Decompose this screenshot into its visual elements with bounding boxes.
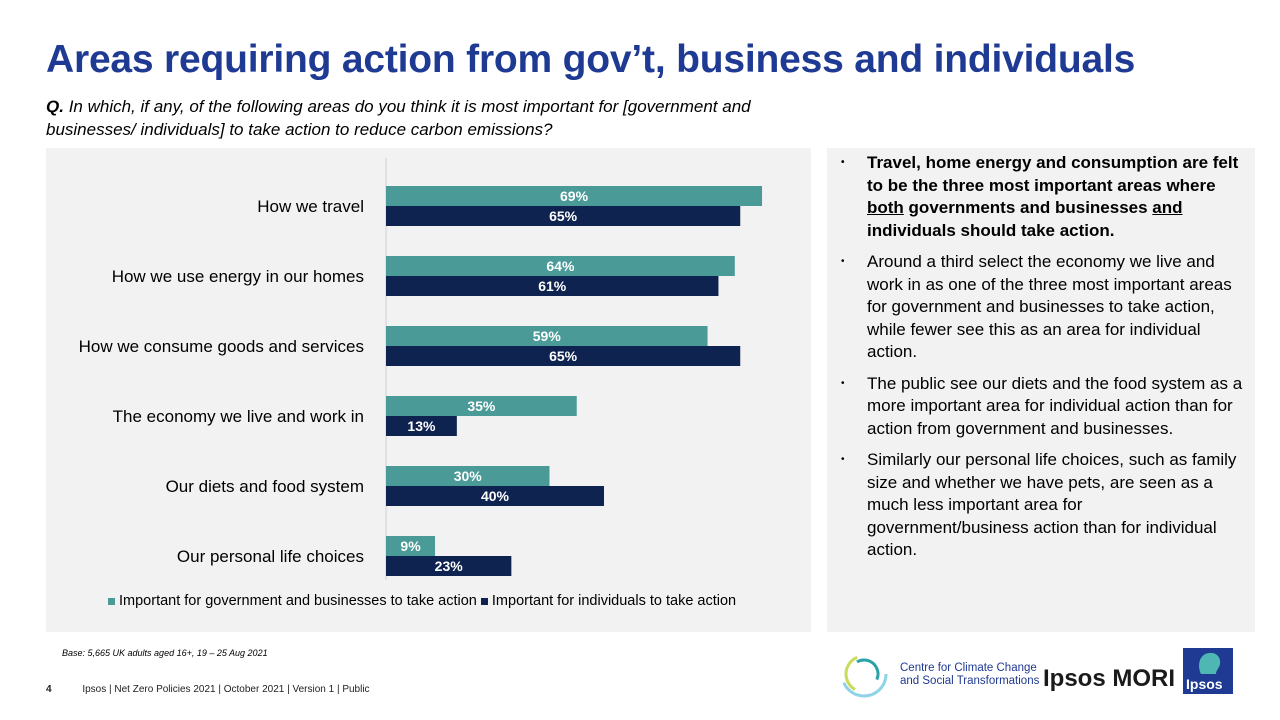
bar-individuals bbox=[386, 346, 741, 366]
bullet-marker: • bbox=[841, 454, 845, 465]
data-label: 64% bbox=[546, 258, 575, 274]
emphasis-text: and bbox=[1152, 198, 1183, 217]
question-text: In which, if any, of the following areas… bbox=[46, 97, 751, 139]
data-label: 9% bbox=[400, 538, 421, 554]
question-prefix: Q. bbox=[46, 97, 64, 116]
bullet-text: governments and businesses bbox=[903, 198, 1153, 217]
cast-circle-icon bbox=[840, 650, 888, 698]
chart-legend: Important for government and businesses … bbox=[108, 593, 736, 609]
cast-logo: Centre for Climate Change and Social Tra… bbox=[838, 648, 1039, 700]
bullet-b1: • Travel, home energy and consumption are… bbox=[839, 152, 1244, 242]
footer: 4 Ipsos | Net Zero Policies 2021 | Octob… bbox=[46, 684, 370, 695]
commentary-bullets: • Travel, home energy and consumption are… bbox=[839, 152, 1244, 571]
chart-panel: How we travel 69% 65% How we use energy in … bbox=[46, 148, 811, 632]
legend-swatch-government bbox=[108, 597, 115, 605]
legend-item-individuals: Important for individuals to take action bbox=[480, 593, 737, 609]
ipsos-logo-text: Ipsos bbox=[1186, 676, 1223, 692]
legend-item-government: Important for government and businesses … bbox=[108, 593, 477, 609]
bar-government bbox=[386, 536, 436, 556]
bullet-b3: • The public see our diets and the food s… bbox=[839, 373, 1244, 441]
base-note: Base: 5,665 UK adults aged 16+, 19 – 25 … bbox=[62, 648, 268, 658]
bullet-text: Travel, home energy and consumption are … bbox=[867, 153, 1239, 195]
legend-label-individuals: Important for individuals to take action bbox=[491, 593, 737, 609]
legend-label-government: Important for government and businesses … bbox=[119, 593, 477, 609]
data-label: 40% bbox=[481, 488, 510, 504]
data-label: 35% bbox=[467, 398, 496, 414]
bar-government bbox=[386, 186, 763, 206]
ipsos-head-icon bbox=[1199, 652, 1221, 674]
footer-text: Ipsos | Net Zero Policies 2021 | October… bbox=[82, 684, 370, 695]
cast-logo-line1: Centre for Climate Change bbox=[900, 662, 1037, 674]
data-label: 13% bbox=[407, 418, 436, 434]
slide-title: Areas requiring action from gov’t, busin… bbox=[46, 38, 1136, 81]
data-label: 59% bbox=[533, 328, 562, 344]
data-label: 23% bbox=[435, 558, 464, 574]
data-label: 30% bbox=[454, 468, 483, 484]
bar-government bbox=[386, 326, 708, 346]
page-number: 4 bbox=[46, 684, 52, 695]
survey-question: Q. In which, if any, of the following ar… bbox=[46, 95, 826, 141]
category-label: Our personal life choices bbox=[177, 547, 364, 566]
bullet-text: Similarly our personal life choices, suc… bbox=[867, 450, 1237, 559]
data-label: 69% bbox=[560, 188, 589, 204]
bullet-marker: • bbox=[841, 256, 845, 267]
emphasis-text: both bbox=[867, 198, 904, 217]
category-label: The economy we live and work in bbox=[113, 407, 364, 426]
bullet-text: The public see our diets and the food sy… bbox=[867, 373, 1243, 438]
data-label: 65% bbox=[549, 208, 578, 224]
data-label: 61% bbox=[538, 278, 567, 294]
bar-individuals bbox=[386, 416, 457, 436]
bullet-marker: • bbox=[841, 377, 845, 389]
cast-logo-line2: and Social Transformations bbox=[900, 675, 1040, 687]
bar-government bbox=[386, 466, 550, 486]
bar-chart: How we travel 69% 65% How we use energy in … bbox=[79, 158, 763, 580]
bar-individuals bbox=[386, 206, 741, 226]
bullet-marker: • bbox=[841, 157, 845, 168]
bar-individuals bbox=[386, 276, 719, 296]
commentary-panel: • Travel, home energy and consumption are… bbox=[827, 148, 1255, 632]
bar-individuals bbox=[386, 486, 604, 506]
bar-government bbox=[386, 256, 735, 276]
category-label: How we travel bbox=[257, 197, 364, 216]
bullet-text: Around a third select the economy we liv… bbox=[867, 252, 1232, 361]
category-label: Our diets and food system bbox=[166, 477, 364, 496]
category-label: How we consume goods and services bbox=[79, 337, 364, 356]
bullet-text: individuals should take action. bbox=[867, 220, 1115, 240]
bar-individuals bbox=[386, 556, 512, 576]
ipsos-mori-logo: Ipsos MORI bbox=[1043, 665, 1176, 692]
legend-swatch-individuals bbox=[480, 597, 488, 605]
bar-government bbox=[386, 396, 577, 416]
ipsos-logo: Ipsos bbox=[1183, 648, 1233, 694]
cast-logo-text: Centre for Climate Change and Social Tra… bbox=[900, 662, 1039, 688]
data-label: 65% bbox=[549, 348, 578, 364]
bullet-b4: • Similarly our personal life choices, su… bbox=[839, 449, 1244, 562]
bullet-b2: • Around a third select the economy we li… bbox=[839, 251, 1244, 364]
category-label: How we use energy in our homes bbox=[112, 267, 364, 286]
